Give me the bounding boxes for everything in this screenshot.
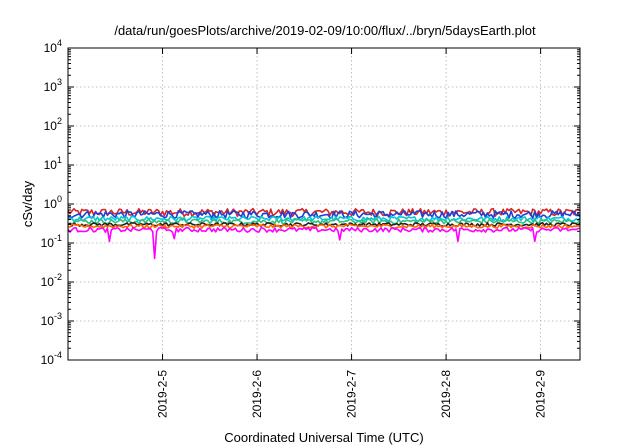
x-axis: 2019-2-5 2019-2-6 2019-2-7 2019-2-8 2019-2-9 [156, 48, 548, 418]
series-line-6 [67, 223, 581, 229]
series-line-4 [68, 218, 581, 225]
y-tick-label: 10-4 [41, 350, 62, 367]
x-tick-label: 2019-2-5 [156, 370, 170, 418]
y-axis: 10-4 10-3 10-2 10-1 100 101 102 103 104 [41, 38, 580, 367]
y-axis-label: cSv/day [20, 180, 35, 227]
series-line-7 [67, 226, 581, 260]
y-tick-label: 10-1 [41, 233, 62, 250]
series-group [67, 207, 581, 260]
chart-title: /data/run/goesPlots/archive/2019-02-09/1… [114, 23, 536, 38]
x-tick-label: 2019-2-7 [345, 370, 359, 418]
x-tick-label: 2019-2-8 [439, 370, 453, 418]
y-tick-label: 100 [44, 194, 62, 211]
y-tick-label: 101 [44, 155, 62, 172]
grid [68, 48, 580, 360]
series-line-3 [67, 215, 581, 223]
x-tick-label: 2019-2-9 [534, 370, 548, 418]
y-tick-label: 10-2 [41, 272, 62, 289]
y-tick-label: 102 [44, 116, 62, 133]
y-tick-label: 104 [44, 38, 62, 55]
x-tick-label: 2019-2-6 [250, 370, 264, 418]
y-tick-label: 103 [44, 77, 62, 94]
series-line-2 [67, 210, 581, 220]
x-axis-label: Coordinated Universal Time (UTC) [224, 430, 423, 445]
y-tick-label: 10-3 [41, 311, 62, 328]
